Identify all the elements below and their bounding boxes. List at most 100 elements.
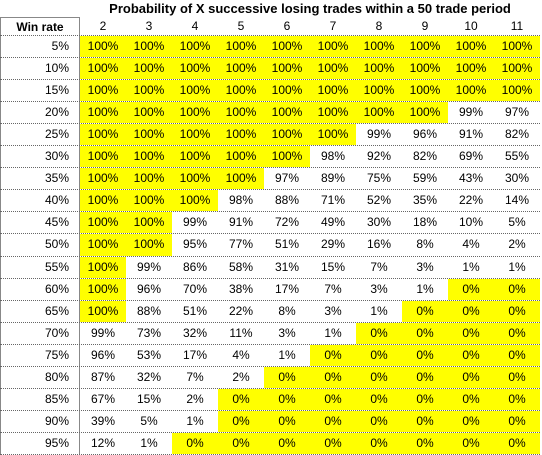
probability-cell: 0% [494, 432, 540, 454]
table-row: 50% 100% 100% 95% 77% 51% 29% 16% 8% 4% 2% [0, 234, 540, 257]
probability-cell: 1% [508, 259, 526, 274]
probability-cell: 0% [218, 410, 264, 432]
probability-cell: 0% [494, 388, 540, 410]
probability-cell: 86% [182, 259, 208, 274]
probability-cell: 7% [186, 369, 204, 384]
table-row: 40% 100% 100% 100% 98% 88% 71% 52% 35% 22% 14% [0, 190, 540, 213]
probability-cell: 100% [80, 124, 126, 146]
probability-cell: 100% [264, 146, 310, 168]
probability-cell: 0% [402, 432, 448, 454]
win-rate-label: 95% [0, 432, 80, 454]
probability-cell: 0% [218, 432, 264, 454]
probability-cell: 100% [494, 58, 540, 80]
column-header: 2 [99, 19, 107, 33]
probability-cell: 82% [412, 149, 438, 164]
probability-cell: 100% [126, 146, 172, 168]
probability-cell: 100% [356, 36, 402, 58]
probability-cell: 100% [80, 80, 126, 102]
probability-cell: 1% [140, 435, 158, 450]
table-row: 15% 100% 100% 100% 100% 100% 100% 100% 100% 100% 1… [0, 80, 540, 103]
probability-cell: 100% [264, 36, 310, 58]
win-rate-label: 70% [0, 322, 80, 344]
probability-cell: 100% [172, 146, 218, 168]
probability-cell: 100% [402, 58, 448, 80]
win-rate-label: 55% [0, 256, 80, 278]
probability-cell: 0% [264, 366, 310, 388]
win-rate-label: 45% [0, 212, 80, 234]
probability-cell: 22% [458, 193, 484, 208]
probability-cell: 97% [274, 171, 300, 186]
probability-cell: 91% [458, 127, 484, 142]
probability-cell: 88% [274, 193, 300, 208]
probability-cell: 16% [366, 237, 392, 252]
probability-cell: 52% [366, 193, 392, 208]
probability-cell: 88% [136, 303, 162, 318]
probability-cell: 100% [402, 80, 448, 102]
probability-cell: 100% [126, 168, 172, 190]
probability-cell: 0% [172, 432, 218, 454]
win-rate-label: 75% [0, 344, 80, 366]
probability-cell: 0% [448, 344, 494, 366]
probability-cell: 58% [228, 259, 254, 274]
probability-cell: 100% [80, 146, 126, 168]
probability-cell: 100% [448, 36, 494, 58]
probability-cell: 70% [182, 281, 208, 296]
probability-cell: 100% [218, 168, 264, 190]
probability-cell: 1% [370, 303, 388, 318]
table-row: 30% 100% 100% 100% 100% 100% 98% 92% 82% 69% 55% [0, 146, 540, 169]
probability-cell: 0% [264, 388, 310, 410]
probability-cell: 100% [172, 168, 218, 190]
probability-cell: 77% [228, 237, 254, 252]
row-header: Win rate [0, 17, 80, 35]
probability-cell: 100% [80, 234, 126, 256]
probability-cell: 0% [448, 300, 494, 322]
probability-cell: 0% [264, 410, 310, 432]
probability-cell: 4% [462, 237, 480, 252]
probability-cell: 7% [370, 259, 388, 274]
probability-cell: 99% [90, 325, 116, 340]
probability-cell: 99% [182, 215, 208, 230]
probability-cell: 100% [126, 234, 172, 256]
probability-cell: 100% [494, 36, 540, 58]
column-header: 9 [421, 19, 429, 33]
win-rate-label: 30% [0, 146, 80, 168]
probability-cell: 0% [310, 388, 356, 410]
probability-cell: 100% [310, 124, 356, 146]
probability-cell: 0% [218, 388, 264, 410]
probability-cell: 89% [320, 171, 346, 186]
probability-cell: 0% [402, 300, 448, 322]
probability-cell: 100% [264, 124, 310, 146]
probability-cell: 97% [504, 105, 530, 120]
probability-cell: 100% [310, 58, 356, 80]
probability-cell: 30% [366, 215, 392, 230]
win-rate-label: 65% [0, 300, 80, 322]
probability-cell: 0% [494, 344, 540, 366]
probability-cell: 71% [320, 193, 346, 208]
probability-cell: 100% [218, 124, 264, 146]
table-title: Probability of X successive losing trade… [109, 1, 511, 16]
probability-cell: 100% [80, 190, 126, 212]
column-header: 7 [329, 19, 337, 33]
probability-cell: 0% [356, 344, 402, 366]
win-rate-label: 35% [0, 168, 80, 190]
probability-cell: 95% [182, 237, 208, 252]
column-header: 5 [237, 19, 245, 33]
probability-cell: 0% [494, 322, 540, 344]
probability-cell: 99% [458, 105, 484, 120]
probability-cell: 100% [356, 102, 402, 124]
probability-cell: 29% [320, 237, 346, 252]
table-row: 70% 99% 73% 32% 11% 3% 1% 0% 0% 0% 0% [0, 322, 540, 345]
probability-cell: 10% [458, 215, 484, 230]
probability-cell: 100% [126, 124, 172, 146]
probability-cell: 51% [274, 237, 300, 252]
probability-cell: 0% [402, 366, 448, 388]
probability-cell: 0% [494, 300, 540, 322]
probability-cell: 96% [90, 347, 116, 362]
probability-cell: 0% [356, 410, 402, 432]
probability-cell: 100% [310, 36, 356, 58]
probability-cell: 96% [412, 127, 438, 142]
probability-cell: 0% [310, 344, 356, 366]
probability-cell: 0% [402, 388, 448, 410]
